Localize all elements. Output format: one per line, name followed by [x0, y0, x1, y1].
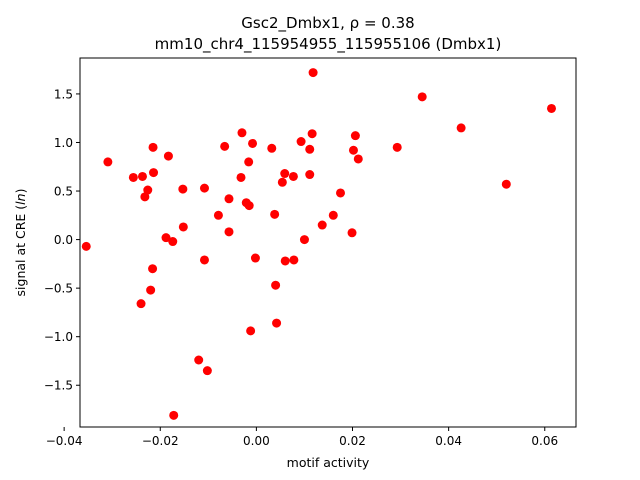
data-point	[202, 366, 212, 376]
data-point	[140, 192, 150, 202]
data-point	[178, 222, 188, 232]
data-point	[224, 194, 234, 204]
x-tick-label: 0.04	[435, 434, 462, 448]
x-tick-label: 0.02	[339, 434, 366, 448]
data-point	[220, 141, 230, 151]
data-point	[350, 131, 360, 141]
y-tick-label: −1.5	[44, 379, 73, 393]
data-point	[501, 179, 511, 189]
x-tick-label: −0.02	[142, 434, 179, 448]
data-point	[148, 264, 158, 274]
x-tick-label: −0.04	[46, 434, 83, 448]
data-point	[244, 157, 254, 167]
y-tick-label: 1.0	[54, 136, 73, 150]
data-point	[305, 170, 315, 180]
x-axis-label: motif activity	[287, 455, 370, 470]
data-point	[137, 171, 147, 181]
data-point	[224, 227, 234, 237]
data-point	[353, 154, 363, 164]
data-point	[271, 280, 281, 290]
y-tick-label: 0.5	[54, 185, 73, 199]
y-tick-label: −0.5	[44, 282, 73, 296]
data-point	[417, 92, 427, 102]
data-point	[289, 255, 299, 265]
data-point	[250, 253, 260, 263]
data-point	[169, 410, 179, 420]
chart-title-line1: Gsc2_Dmbx1, ρ = 0.38	[241, 14, 414, 33]
plot-frame	[79, 57, 577, 428]
data-point	[347, 228, 357, 238]
data-point	[213, 210, 223, 220]
data-point	[280, 169, 290, 179]
data-point	[288, 171, 298, 181]
y-tick-label: 0.0	[54, 233, 73, 247]
data-point	[308, 68, 318, 78]
data-point	[277, 177, 287, 187]
points-layer	[81, 68, 556, 420]
chart-title-line2: mm10_chr4_115954955_115955106 (Dmbx1)	[155, 35, 502, 54]
data-point	[149, 168, 159, 178]
data-point	[244, 201, 254, 211]
x-tick-label: 0.00	[243, 434, 270, 448]
data-point	[280, 256, 290, 266]
data-point	[246, 326, 256, 336]
data-point	[348, 145, 358, 155]
data-point	[296, 137, 306, 147]
data-point	[307, 129, 317, 139]
data-point	[299, 235, 309, 245]
data-point	[81, 241, 91, 251]
y-tick-label: 1.5	[54, 87, 73, 101]
data-point	[194, 355, 204, 365]
data-point	[161, 233, 171, 243]
data-point	[336, 188, 345, 198]
data-point	[270, 209, 280, 219]
data-point	[272, 318, 282, 328]
x-axis-ticks: −0.04 −0.02 0.00 0.02 0.04 0.06	[46, 427, 558, 448]
data-point	[163, 151, 173, 161]
y-axis-label: signal at CRE (ln)	[13, 189, 28, 297]
y-tick-label: −1.0	[44, 330, 73, 344]
data-point	[199, 255, 209, 265]
data-point	[148, 142, 158, 152]
data-point	[168, 237, 178, 247]
data-point	[317, 220, 327, 230]
data-point	[199, 183, 209, 193]
data-point	[328, 210, 338, 220]
data-point	[392, 142, 402, 152]
data-point	[248, 138, 258, 148]
data-point	[136, 299, 146, 309]
data-point	[236, 172, 246, 182]
x-tick-label: 0.06	[531, 434, 558, 448]
data-point	[305, 144, 315, 154]
data-point	[546, 103, 556, 113]
data-point	[237, 128, 247, 138]
data-point	[103, 157, 113, 167]
data-point	[178, 184, 188, 194]
data-point	[143, 185, 153, 195]
y-axis-ticks: −1.5 −1.0 −0.5 0.0 0.5 1.0 1.5	[44, 87, 80, 393]
data-point	[267, 143, 277, 153]
data-point	[146, 285, 156, 295]
data-point	[128, 172, 138, 182]
data-point	[456, 123, 466, 133]
